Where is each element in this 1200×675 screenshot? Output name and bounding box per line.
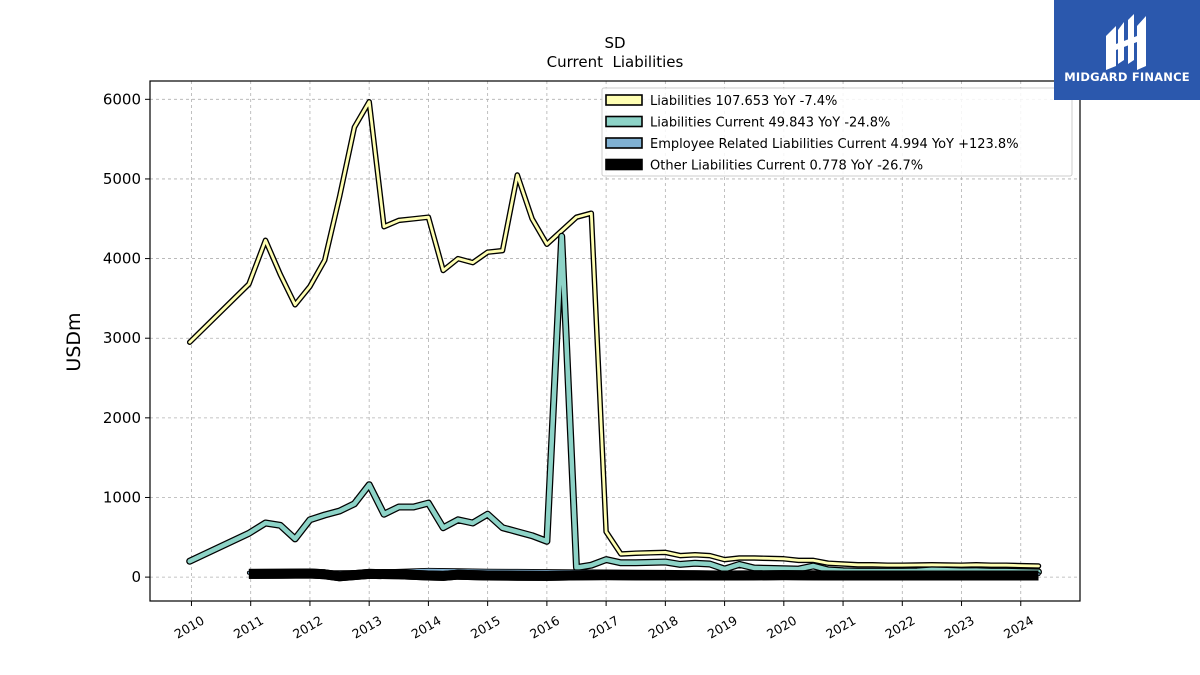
y-tick-label: 3000 xyxy=(103,329,141,347)
series-line-2 xyxy=(187,234,1041,575)
x-tick-label: 2014 xyxy=(409,613,444,642)
legend-swatch xyxy=(605,158,643,171)
legend: Liabilities 107.653 YoY -7.4% Liabilities… xyxy=(601,87,1073,177)
brand-mark-icon xyxy=(1106,14,1146,70)
y-axis-label: USDm xyxy=(63,312,85,371)
legend-label: Other Liabilities Current 0.778 YoY -26.… xyxy=(650,159,923,174)
x-tick-label: 2015 xyxy=(468,613,503,642)
x-axis: 2010 2011 2012 2013 2014 2015 2016 2017 2018 2019… xyxy=(172,601,1036,642)
x-tick-label: 2023 xyxy=(942,613,977,642)
x-tick-label: 2013 xyxy=(349,613,384,642)
legend-box xyxy=(601,87,1073,177)
chart-subtitle: Current Liabilities xyxy=(547,53,684,71)
x-tick-label: 2010 xyxy=(172,613,207,642)
legend-swatch xyxy=(605,137,643,149)
x-tick-label: 2021 xyxy=(823,613,858,642)
y-tick-label: 2000 xyxy=(103,409,141,427)
brand-logo: MIDGARD FINANCE xyxy=(1054,0,1200,100)
x-tick-label: 2022 xyxy=(883,613,918,642)
y-tick-label: 5000 xyxy=(103,170,141,188)
y-tick-label: 4000 xyxy=(103,250,141,268)
x-tick-label: 2018 xyxy=(646,613,681,642)
x-tick-label: 2016 xyxy=(527,613,562,642)
legend-label: Liabilities Current 49.843 YoY -24.8% xyxy=(650,116,890,131)
series-outline-2 xyxy=(186,232,1042,576)
x-tick-label: 2011 xyxy=(231,613,266,642)
brand-name: MIDGARD FINANCE xyxy=(1064,70,1190,84)
legend-label: Employee Related Liabilities Current 4.9… xyxy=(650,137,1019,152)
legend-swatch xyxy=(605,115,643,128)
x-tick-label: 2020 xyxy=(764,613,799,642)
legend-swatch xyxy=(605,94,643,106)
plot-frame xyxy=(149,80,1081,602)
series-lines xyxy=(186,98,1042,582)
legend-label: Liabilities 107.653 YoY -7.4% xyxy=(650,94,837,109)
x-tick-label: 2017 xyxy=(586,613,621,642)
y-tick-label: 1000 xyxy=(103,488,141,506)
y-tick-label: 6000 xyxy=(103,90,141,108)
chart-title: SD xyxy=(604,34,625,52)
y-axis: 0 1000 2000 3000 4000 5000 6000 xyxy=(103,90,150,586)
y-tick-label: 0 xyxy=(131,568,141,586)
x-tick-label: 2024 xyxy=(1001,613,1036,642)
series-line-4 xyxy=(248,568,1039,582)
x-tick-label: 2019 xyxy=(705,613,740,642)
series-line-1 xyxy=(188,100,1040,568)
x-tick-label: 2012 xyxy=(290,613,325,642)
